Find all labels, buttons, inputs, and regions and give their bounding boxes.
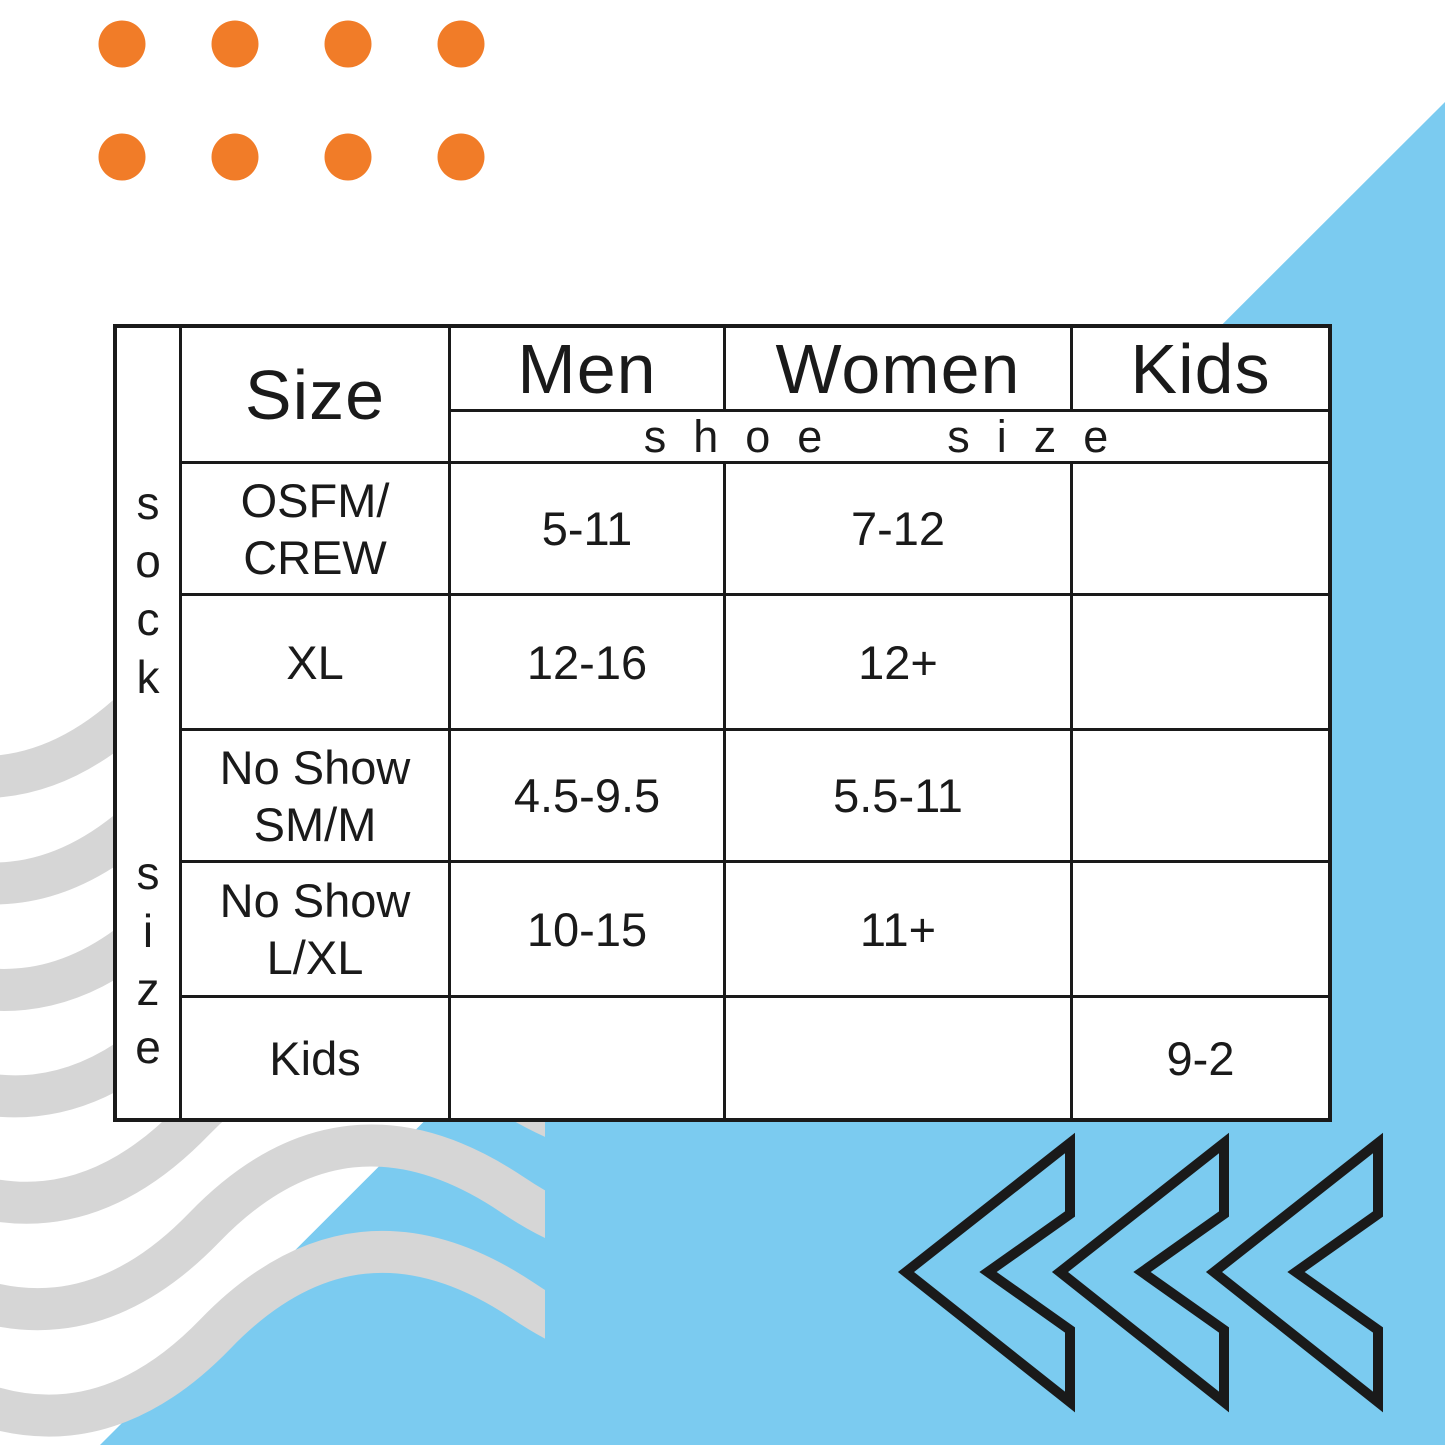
cell-kids-women xyxy=(726,998,1073,1118)
orange-dot xyxy=(211,133,259,181)
size-chart-table: s o c k s i z e Size Men Women Kids shoe… xyxy=(113,324,1332,1122)
column-header-men: Men xyxy=(451,328,726,412)
orange-dot xyxy=(324,20,372,68)
cell-osfm-men: 5-11 xyxy=(451,464,726,596)
orange-dot xyxy=(437,133,485,181)
dot-grid-decoration xyxy=(98,20,485,181)
cell-noshow-smm-kids xyxy=(1073,731,1328,863)
cell-noshow-smm-men: 4.5-9.5 xyxy=(451,731,726,863)
row-axis-letters-sock: s o c k xyxy=(135,477,161,703)
chevron-left-icon xyxy=(1205,1132,1383,1413)
cell-kids-men xyxy=(451,998,726,1118)
corner-header-size: Size xyxy=(182,328,451,464)
row-label-xl: XL xyxy=(182,596,451,731)
chevron-left-icon xyxy=(1051,1132,1229,1413)
column-header-women: Women xyxy=(726,328,1073,412)
orange-dot xyxy=(211,20,259,68)
row-label-noshow-smm: No Show SM/M xyxy=(182,731,451,863)
chevron-left-icon xyxy=(897,1132,1075,1413)
row-label-osfm-crew: OSFM/ CREW xyxy=(182,464,451,596)
orange-dot xyxy=(324,133,372,181)
cell-osfm-kids xyxy=(1073,464,1328,596)
cell-noshow-lxl-women: 11+ xyxy=(726,863,1073,998)
wave-line xyxy=(0,1230,545,1437)
row-label-noshow-lxl: No Show L/XL xyxy=(182,863,451,998)
cell-xl-kids xyxy=(1073,596,1328,731)
orange-dot xyxy=(98,133,146,181)
cell-noshow-lxl-men: 10-15 xyxy=(451,863,726,998)
wave-line xyxy=(0,1124,545,1331)
row-axis-letters-size: s i z e xyxy=(135,847,161,1073)
cell-xl-men: 12-16 xyxy=(451,596,726,731)
cell-osfm-women: 7-12 xyxy=(726,464,1073,596)
row-label-kids: Kids xyxy=(182,998,451,1118)
triple-left-chevrons-icon xyxy=(897,1132,1383,1413)
cell-noshow-smm-women: 5.5-11 xyxy=(726,731,1073,863)
span-subheader-shoe-size: shoe size xyxy=(451,412,1328,464)
orange-dot xyxy=(437,20,485,68)
orange-dot xyxy=(98,20,146,68)
row-axis-label-sock-size: s o c k s i z e xyxy=(117,328,182,1118)
cell-noshow-lxl-kids xyxy=(1073,863,1328,998)
column-header-kids: Kids xyxy=(1073,328,1328,412)
cell-xl-women: 12+ xyxy=(726,596,1073,731)
cell-kids-kids: 9-2 xyxy=(1073,998,1328,1118)
